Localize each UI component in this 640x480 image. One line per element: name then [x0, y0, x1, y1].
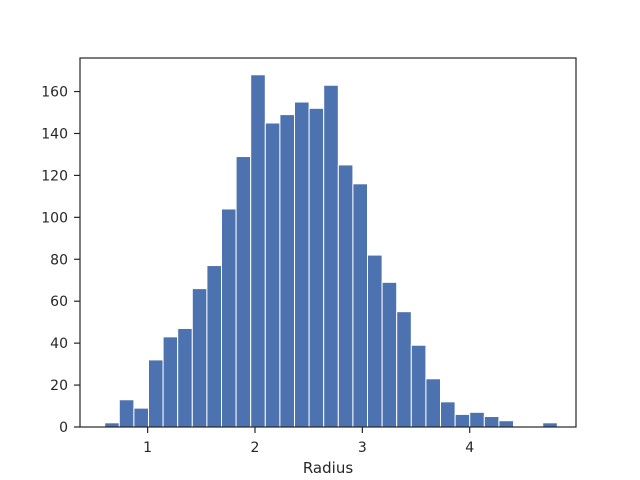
histogram-bar	[396, 311, 412, 428]
histogram-bar	[323, 84, 339, 428]
histogram-bar	[469, 411, 485, 428]
histogram-bar	[206, 265, 222, 428]
histogram-bar	[104, 422, 120, 428]
histogram-bar	[308, 107, 325, 428]
y-axis-ticks: 0 20 40 60 80 100 120 140 160	[41, 85, 80, 436]
histogram-bar	[542, 422, 558, 428]
histogram-bar	[264, 122, 281, 428]
x-axis-ticks: 1 2 3 4	[143, 427, 474, 456]
x-tick-label: 1	[143, 440, 152, 456]
histogram-bar	[191, 288, 208, 428]
histogram-bar	[381, 281, 398, 428]
y-tick-label: 120	[41, 168, 68, 184]
y-tick-label: 20	[50, 378, 68, 394]
y-tick-label: 100	[41, 210, 68, 226]
y-tick-label: 40	[50, 336, 68, 352]
y-tick-label: 140	[41, 126, 68, 142]
y-tick-label: 80	[50, 252, 68, 268]
histogram-bar	[133, 407, 149, 428]
histogram-bar	[498, 420, 515, 428]
histogram-bar	[483, 416, 500, 428]
y-tick-label: 60	[50, 294, 68, 310]
histogram-bar	[337, 164, 354, 428]
histogram-bar	[367, 254, 383, 428]
x-tick-label: 4	[465, 440, 474, 456]
x-tick-label: 3	[358, 440, 367, 456]
x-tick-label: 2	[251, 440, 260, 456]
histogram-bar	[147, 359, 164, 428]
y-tick-label: 160	[41, 85, 68, 101]
histogram-bar	[410, 344, 427, 428]
bars-group	[104, 74, 558, 428]
histogram-bar	[177, 327, 193, 428]
histogram-bar	[220, 208, 237, 428]
histogram-bar	[294, 101, 310, 428]
histogram-bar	[235, 156, 252, 428]
histogram-bar	[425, 378, 442, 428]
plot-frame	[79, 57, 577, 428]
histogram-bar	[162, 336, 179, 428]
x-axis-label: Radius	[303, 459, 353, 477]
histogram-bar	[352, 183, 369, 428]
histogram-bar	[279, 114, 296, 428]
histogram-bar	[250, 74, 266, 428]
y-tick-label: 0	[59, 420, 68, 436]
histogram-bar	[454, 413, 471, 428]
histogram-bar	[118, 399, 135, 428]
histogram-bar	[440, 401, 456, 428]
